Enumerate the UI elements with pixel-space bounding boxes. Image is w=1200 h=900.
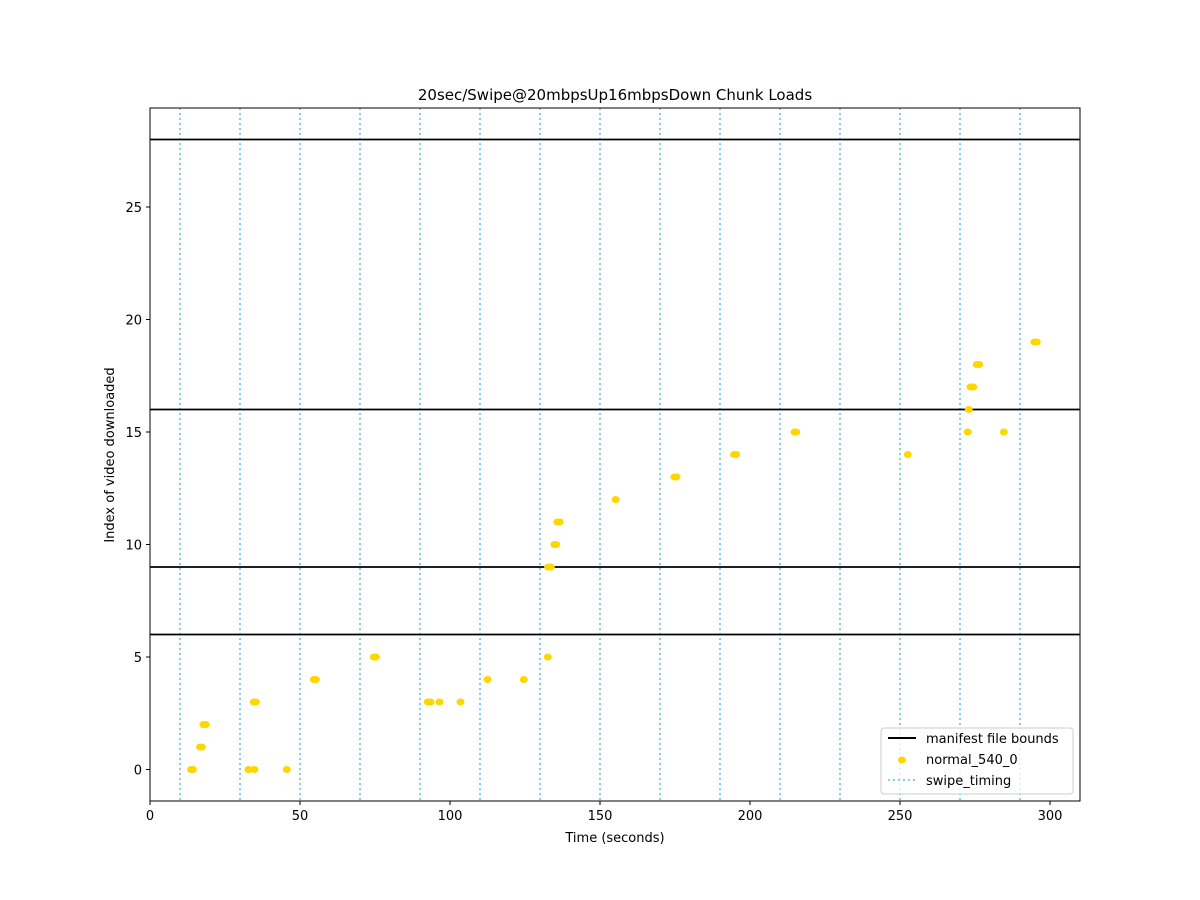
x-tick-label: 100 bbox=[438, 809, 463, 824]
data-point bbox=[964, 406, 973, 413]
y-tick-label: 25 bbox=[125, 201, 142, 216]
data-point bbox=[197, 743, 206, 751]
x-axis: 0 50 100 150 200 250 300 bbox=[146, 801, 1063, 824]
x-axis-label: Time (seconds) bbox=[564, 831, 664, 846]
y-tick-label: 20 bbox=[125, 314, 142, 329]
legend-marker-normal bbox=[898, 756, 906, 764]
plot-frame bbox=[149, 107, 1081, 802]
y-axis: 0 5 10 15 20 25 bbox=[125, 201, 150, 779]
x-tick-label: 200 bbox=[738, 809, 763, 824]
data-point bbox=[672, 473, 681, 481]
data-point bbox=[282, 766, 291, 773]
data-point bbox=[555, 518, 564, 526]
y-tick-label: 5 bbox=[134, 651, 142, 666]
data-point bbox=[792, 428, 801, 436]
plot-area bbox=[150, 108, 1080, 801]
y-axis-label: Index of video downloaded bbox=[103, 367, 118, 542]
chart-title: 20sec/Swipe@20mbpsUp16mbpsDown Chunk Loa… bbox=[418, 86, 812, 104]
y-tick-label: 10 bbox=[125, 539, 142, 554]
data-point bbox=[251, 698, 260, 706]
data-point bbox=[435, 698, 444, 706]
x-tick-label: 50 bbox=[292, 809, 309, 824]
y-tick-label: 0 bbox=[134, 764, 142, 779]
data-point bbox=[999, 428, 1008, 436]
data-point bbox=[250, 766, 259, 773]
data-point bbox=[371, 653, 380, 661]
data-point bbox=[903, 451, 912, 458]
data-point bbox=[732, 451, 741, 458]
legend-label-manifest: manifest file bounds bbox=[926, 732, 1059, 747]
data-point bbox=[483, 676, 492, 683]
data-point bbox=[552, 541, 561, 548]
data-point bbox=[188, 766, 197, 773]
legend-box bbox=[880, 727, 1074, 795]
data-point bbox=[201, 721, 210, 728]
x-tick-label: 150 bbox=[588, 809, 613, 824]
y-tick-label: 15 bbox=[125, 426, 142, 441]
data-point bbox=[311, 676, 320, 683]
x-tick-label: 0 bbox=[146, 809, 154, 824]
x-tick-label: 250 bbox=[888, 809, 913, 824]
legend: manifest file bounds normal_540_0 swipe_… bbox=[880, 727, 1074, 795]
data-point bbox=[1032, 338, 1041, 346]
x-tick-label: 300 bbox=[1038, 809, 1063, 824]
data-point bbox=[244, 766, 253, 773]
data-point bbox=[543, 653, 552, 661]
data-point bbox=[963, 428, 972, 436]
data-point bbox=[975, 361, 984, 368]
legend-label-normal: normal_540_0 bbox=[926, 753, 1018, 768]
data-point bbox=[611, 496, 620, 503]
data-point bbox=[519, 676, 528, 683]
data-point bbox=[546, 563, 555, 571]
data-point bbox=[426, 698, 435, 706]
data-point bbox=[456, 698, 465, 706]
legend-label-swipe: swipe_timing bbox=[926, 774, 1011, 789]
data-point bbox=[969, 383, 978, 391]
